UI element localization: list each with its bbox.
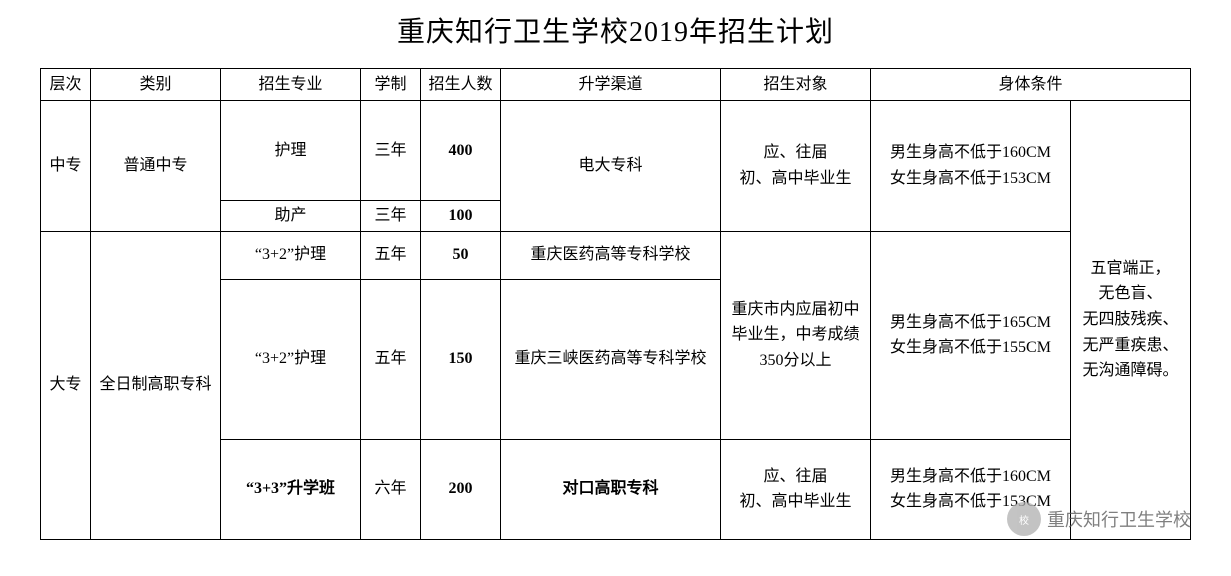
header-number: 招生人数 — [421, 69, 501, 101]
header-physical: 身体条件 — [871, 69, 1191, 101]
cell-number: 50 — [421, 231, 501, 279]
cell-duration: 六年 — [361, 439, 421, 539]
cell-number: 400 — [421, 101, 501, 201]
header-duration: 学制 — [361, 69, 421, 101]
cell-number: 100 — [421, 201, 501, 232]
cell-target: 应、往届初、高中毕业生 — [721, 439, 871, 539]
page-title: 重庆知行卫生学校2019年招生计划 — [0, 10, 1231, 50]
cell-major: “3+3”升学班 — [221, 439, 361, 539]
table-row: 中专 普通中专 护理 三年 400 电大专科 应、往届初、高中毕业生 男生身高不… — [41, 101, 1191, 201]
header-row: 层次 类别 招生专业 学制 招生人数 升学渠道 招生对象 身体条件 — [41, 69, 1191, 101]
cell-path: 重庆三峡医药高等专科学校 — [501, 279, 721, 439]
cell-category: 普通中专 — [91, 101, 221, 232]
cell-extra-physical: 五官端正，无色盲、无四肢残疾、无严重疾患、无沟通障碍。 — [1071, 101, 1191, 540]
cell-path: 对口高职专科 — [501, 439, 721, 539]
header-target: 招生对象 — [721, 69, 871, 101]
cell-major: 护理 — [221, 101, 361, 201]
cell-category: 全日制高职专科 — [91, 231, 221, 539]
cell-level: 大专 — [41, 231, 91, 539]
cell-target: 重庆市内应届初中毕业生，中考成绩350分以上 — [721, 231, 871, 439]
cell-level: 中专 — [41, 101, 91, 232]
cell-number: 200 — [421, 439, 501, 539]
cell-major: “3+2”护理 — [221, 231, 361, 279]
cell-physical: 男生身高不低于165CM女生身高不低于155CM — [871, 231, 1071, 439]
cell-duration: 五年 — [361, 279, 421, 439]
cell-duration: 三年 — [361, 101, 421, 201]
header-major: 招生专业 — [221, 69, 361, 101]
cell-path: 电大专科 — [501, 101, 721, 232]
cell-physical: 男生身高不低于160CM女生身高不低于153CM — [871, 101, 1071, 232]
header-level: 层次 — [41, 69, 91, 101]
cell-path: 重庆医药高等专科学校 — [501, 231, 721, 279]
header-path: 升学渠道 — [501, 69, 721, 101]
table-row: 大专 全日制高职专科 “3+2”护理 五年 50 重庆医药高等专科学校 重庆市内… — [41, 231, 1191, 279]
cell-physical: 男生身高不低于160CM女生身高不低于153CM — [871, 439, 1071, 539]
cell-major: “3+2”护理 — [221, 279, 361, 439]
enrollment-table: 层次 类别 招生专业 学制 招生人数 升学渠道 招生对象 身体条件 中专 普通中… — [40, 68, 1191, 540]
cell-duration: 五年 — [361, 231, 421, 279]
cell-major: 助产 — [221, 201, 361, 232]
cell-duration: 三年 — [361, 201, 421, 232]
header-category: 类别 — [91, 69, 221, 101]
cell-number: 150 — [421, 279, 501, 439]
cell-target: 应、往届初、高中毕业生 — [721, 101, 871, 232]
